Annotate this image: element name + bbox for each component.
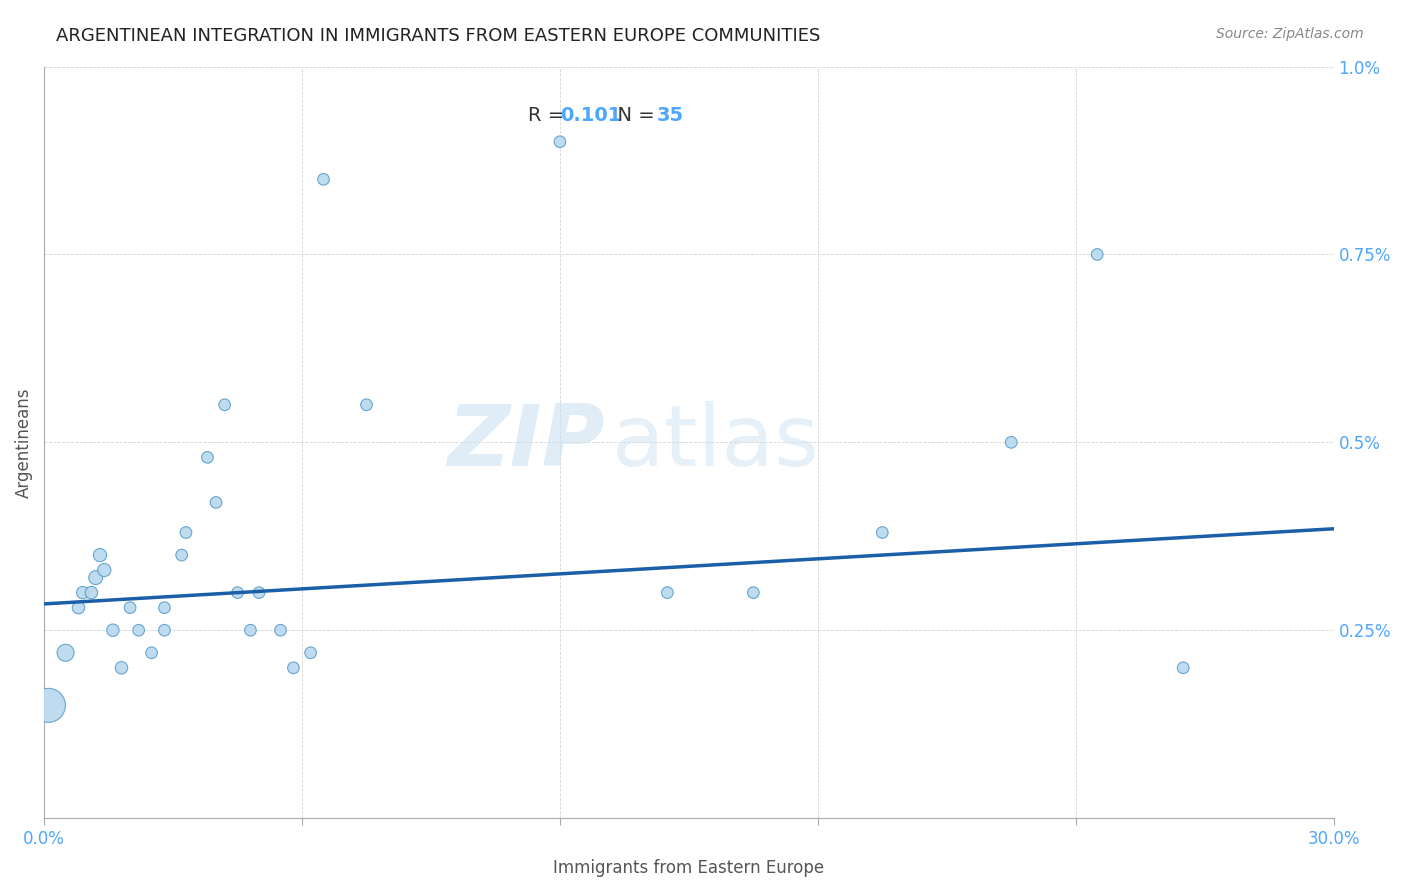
Point	[67, 600, 90, 615]
Point	[299, 646, 322, 660]
Text: ARGENTINEAN INTEGRATION IN IMMIGRANTS FROM EASTERN EUROPE COMMUNITIES: ARGENTINEAN INTEGRATION IN IMMIGRANTS FR…	[56, 27, 821, 45]
Point	[283, 661, 305, 675]
Point	[72, 585, 94, 599]
Point	[1173, 661, 1195, 675]
Point	[214, 398, 236, 412]
Point	[170, 548, 193, 562]
Point	[93, 563, 115, 577]
Point	[80, 585, 103, 599]
Point	[110, 661, 132, 675]
Point	[226, 585, 249, 599]
Point	[153, 600, 176, 615]
Point	[270, 624, 292, 638]
Point	[742, 585, 765, 599]
Point	[1000, 435, 1022, 450]
Text: ZIP: ZIP	[447, 401, 605, 483]
Point	[1085, 247, 1108, 261]
Point	[141, 646, 163, 660]
Text: N =: N =	[605, 106, 661, 125]
Point	[37, 698, 59, 713]
Point	[153, 624, 176, 638]
Point	[657, 585, 679, 599]
Point	[120, 600, 142, 615]
Point	[101, 624, 124, 638]
Text: 35: 35	[657, 106, 683, 125]
Point	[239, 624, 262, 638]
Text: 0.101: 0.101	[560, 106, 621, 125]
Point	[84, 571, 107, 585]
X-axis label: Immigrants from Eastern Europe: Immigrants from Eastern Europe	[554, 859, 824, 877]
Point	[548, 135, 571, 149]
Point	[312, 172, 335, 186]
Point	[174, 525, 197, 540]
Y-axis label: Argentineans: Argentineans	[15, 387, 32, 498]
Point	[128, 624, 150, 638]
Point	[197, 450, 219, 465]
Point	[55, 646, 77, 660]
Point	[356, 398, 378, 412]
Point	[247, 585, 270, 599]
Text: atlas: atlas	[612, 401, 820, 483]
Point	[89, 548, 111, 562]
Point	[205, 495, 228, 509]
Text: R =: R =	[527, 106, 571, 125]
Text: Source: ZipAtlas.com: Source: ZipAtlas.com	[1216, 27, 1364, 41]
Point	[872, 525, 894, 540]
